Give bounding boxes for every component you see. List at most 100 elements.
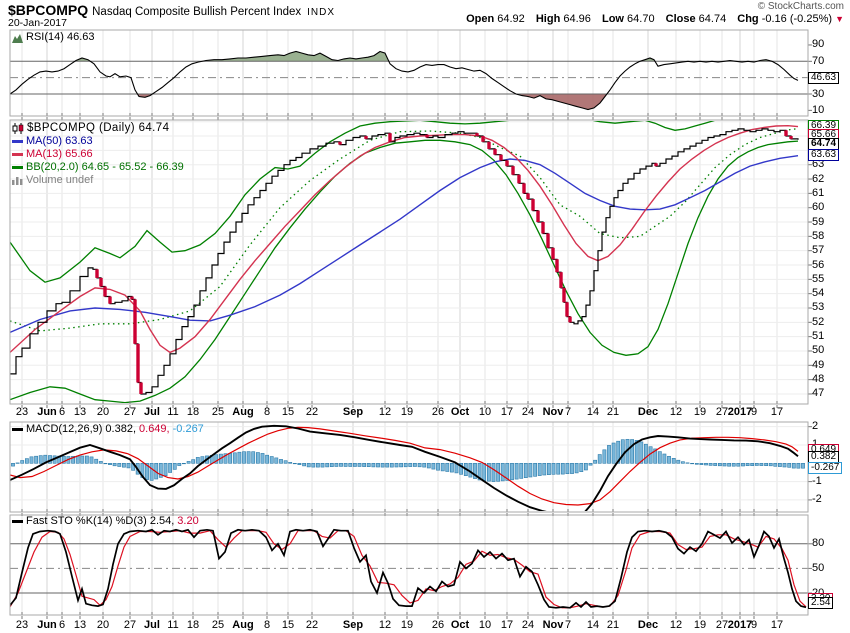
down-candle [108, 296, 112, 304]
macd-histogram-bar [482, 462, 487, 482]
macd-histogram-bar [237, 451, 242, 464]
x-axis-label: 22 [305, 619, 319, 631]
down-candle [565, 302, 569, 317]
macd-histogram-bar [523, 462, 528, 478]
x-axis-label: 10 [478, 406, 492, 418]
x-axis-label: 19 [693, 406, 707, 418]
chart-date: 20-Jan-2017 [8, 17, 67, 29]
macd-histogram-bar [556, 462, 561, 475]
x-axis-label: 12 [378, 619, 392, 631]
macd-histogram-bar [232, 452, 237, 464]
macd-histogram-bar [228, 453, 233, 464]
x-axis-label: 25 [211, 619, 225, 631]
macd-histogram-bar [343, 462, 348, 467]
macd-histogram-bar [122, 462, 126, 468]
macd-histogram-bar [380, 462, 385, 468]
macd-histogram-bar [477, 462, 482, 481]
down-candle [103, 286, 107, 297]
rsi-area-icon [12, 33, 23, 43]
bb-lower-line [10, 139, 799, 403]
y-axis-label: 30 [812, 88, 825, 100]
x-axis-label: 25 [211, 406, 225, 418]
x-axis-label: 9 [750, 619, 758, 631]
macd-histogram-bar [671, 457, 676, 464]
x-axis-label: 18 [186, 406, 200, 418]
down-candle [559, 272, 563, 288]
macd-signal-value: 0.649, [139, 422, 170, 435]
macd-histogram-bar [560, 462, 565, 475]
macd-histogram-bar [283, 460, 288, 464]
macd-histogram-bar [731, 462, 736, 467]
current-value-box: 46.63 [808, 72, 840, 84]
macd-histogram-bar [616, 440, 621, 464]
x-axis-label: 18 [186, 619, 200, 631]
current-value-box: 0.382 [808, 451, 840, 463]
down-candle [475, 133, 479, 137]
macd-histogram-bar [325, 462, 330, 468]
y-axis-label: 80 [812, 537, 825, 549]
x-axis-label: 12 [669, 406, 683, 418]
down-candle [499, 154, 503, 161]
x-axis-label: 23 [15, 406, 29, 418]
macd-histogram-bar [20, 460, 25, 464]
y-axis-label: 2 [812, 420, 819, 432]
down-arrow-icon: ▼ [835, 14, 844, 24]
macd-histogram-bar [745, 462, 750, 466]
macd-histogram-bar [348, 462, 353, 467]
rsi-oversold-fill [137, 94, 607, 110]
macd-histogram-bar [445, 462, 450, 472]
macd-line [10, 424, 799, 511]
x-axis-label: 27 [715, 406, 729, 418]
x-axis-label: 11 [167, 619, 179, 631]
x-axis-label: 26 [431, 619, 445, 631]
low-value: 64.70 [627, 13, 655, 25]
down-candle [139, 382, 143, 394]
down-candle [388, 133, 392, 142]
macd-legend: MACD(12,26,9) 0.382, 0.649, -0.267 [12, 423, 204, 436]
down-candle [130, 296, 134, 300]
macd-histogram-bar [787, 462, 792, 468]
y-axis-label: 49 [812, 359, 825, 371]
macd-histogram-bar [436, 462, 440, 471]
macd-histogram-bar [704, 462, 708, 466]
x-axis-label: Jul [144, 406, 160, 418]
macd-histogram-bar [602, 449, 607, 464]
x-axis-label: 21 [606, 619, 620, 631]
down-candle [541, 222, 545, 234]
macd-histogram-bar [500, 462, 505, 482]
macd-histogram-bar [473, 462, 477, 479]
x-axis-label: 6 [58, 619, 66, 631]
volume-bars-icon [12, 177, 23, 185]
macd-histogram-bar [537, 462, 542, 476]
macd-histogram-bar [61, 455, 66, 464]
macd-histogram-bar [412, 462, 417, 467]
macd-histogram-bar [191, 459, 196, 464]
macd-histogram-bar [177, 462, 182, 466]
macd-histogram-bar [24, 458, 29, 464]
macd-histogram-bar [306, 462, 311, 468]
macd-histogram-bar [292, 462, 297, 465]
macd-histogram-bar [630, 439, 635, 464]
macd-histogram-bar [579, 462, 584, 472]
candlestick-icon [12, 123, 24, 134]
macd-histogram-bar [103, 462, 108, 465]
macd-histogram-bar [11, 462, 15, 467]
x-axis-label: 13 [73, 406, 87, 418]
copyright: © StockCharts.com [757, 1, 844, 12]
macd-histogram-bar [662, 453, 667, 464]
macd-histogram-bar [265, 454, 270, 464]
y-axis-label: 63 [812, 158, 825, 170]
macd-histogram-bar [754, 462, 759, 466]
sto-series [10, 528, 807, 609]
macd-histogram-bar [403, 462, 408, 468]
x-axis-label: 15 [281, 406, 295, 418]
macd-histogram-bar [195, 457, 200, 464]
macd-histogram-bar [713, 462, 718, 466]
macd-histogram-bar [607, 445, 611, 464]
macd-histogram-bar [505, 462, 510, 481]
macd-histogram-bar [519, 462, 524, 479]
macd-histogram-bar [163, 462, 168, 476]
x-axis-label: 19 [400, 406, 414, 418]
